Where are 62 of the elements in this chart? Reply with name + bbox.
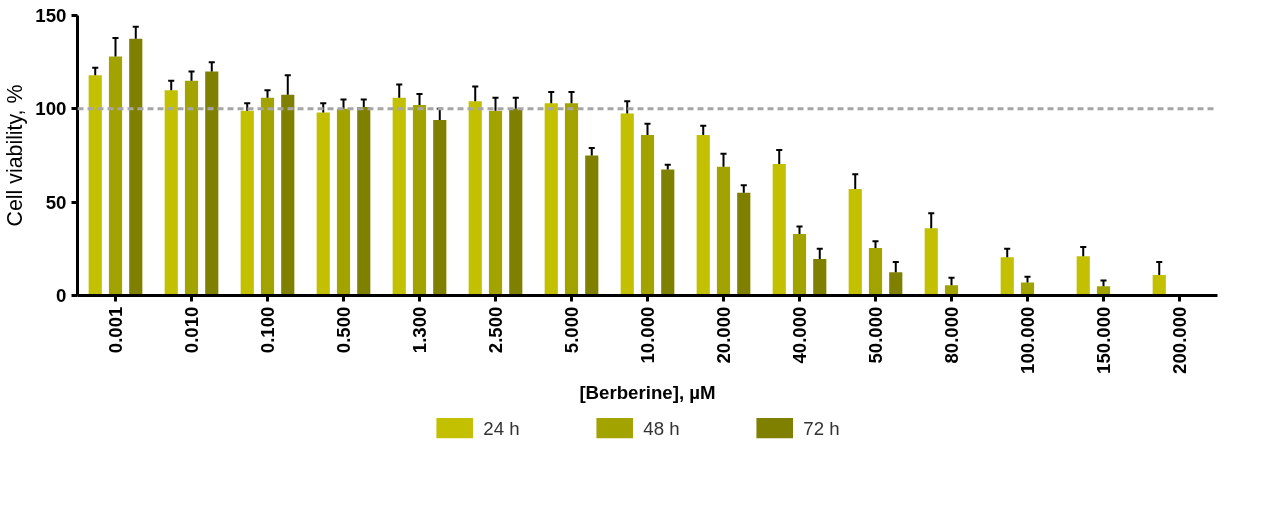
bar [412, 105, 427, 296]
x-tick-label: 20.000 [713, 306, 734, 364]
bar [260, 97, 275, 296]
bar [924, 228, 938, 296]
y-tick-label: 100 [35, 98, 67, 120]
bar [184, 80, 199, 296]
y-axis-title: Cell viability, % [3, 84, 28, 227]
x-tick-label: 2.500 [485, 306, 506, 354]
bar [392, 97, 406, 296]
bar [564, 103, 579, 296]
y-tick-label: 50 [45, 191, 67, 213]
x-tick-label: 5.000 [561, 306, 582, 354]
x-tick-label: 1.300 [409, 306, 430, 354]
bar [468, 101, 482, 296]
x-tick-label: 200.000 [1169, 306, 1190, 374]
x-axis-title: [Berberine], µM [579, 381, 716, 403]
bar [129, 38, 143, 296]
bar [640, 134, 655, 296]
bar [316, 112, 330, 296]
bar [1020, 282, 1035, 296]
bar [868, 247, 883, 296]
x-tick-label: 40.000 [789, 306, 810, 364]
legend-label: 24 h [483, 417, 520, 439]
bar [164, 90, 178, 296]
bar [240, 110, 254, 296]
x-tick-label: 0.500 [333, 306, 354, 354]
legend-label: 72 h [803, 417, 840, 439]
x-tick-label: 80.000 [941, 306, 962, 364]
bar [1000, 257, 1014, 296]
x-tick-label: 0.001 [105, 306, 126, 354]
y-tick-label: 0 [56, 285, 67, 306]
bar [281, 94, 295, 296]
bar [544, 103, 558, 296]
bar [205, 71, 219, 296]
bar [716, 166, 731, 296]
bar [772, 163, 786, 296]
bar [737, 192, 751, 296]
bar [620, 113, 634, 296]
bar [357, 106, 371, 296]
bar [488, 110, 503, 296]
bar [661, 169, 675, 296]
x-tick-label: 100.000 [1017, 306, 1038, 374]
x-tick-label: 150.000 [1093, 306, 1114, 374]
bar [108, 56, 123, 296]
x-tick-label: 0.100 [257, 306, 278, 354]
bar [792, 233, 807, 296]
legend-label: 48 h [643, 417, 680, 439]
bar [696, 134, 710, 296]
x-tick-label: 10.000 [637, 306, 658, 364]
bar [1152, 274, 1166, 296]
bar [88, 75, 102, 296]
bar [889, 272, 903, 296]
bar [433, 120, 447, 296]
bar [848, 189, 862, 296]
x-tick-label: 50.000 [865, 306, 886, 364]
bar [585, 155, 599, 296]
y-tick-label: 150 [35, 5, 67, 26]
bar [509, 108, 523, 296]
x-tick-label: 0.010 [181, 306, 202, 354]
bar [1076, 256, 1090, 296]
bar [813, 259, 827, 296]
bar [336, 108, 351, 296]
